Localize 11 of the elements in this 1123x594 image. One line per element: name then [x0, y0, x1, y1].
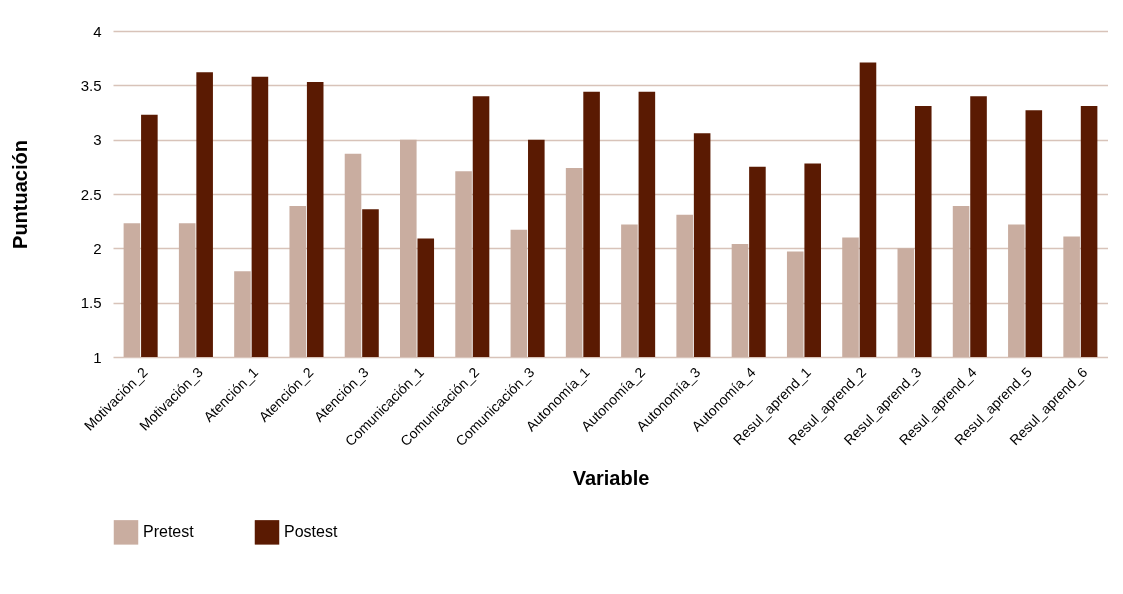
- y-tick-label: 1.5: [80, 294, 102, 312]
- legend-label: Postest: [284, 523, 338, 541]
- y-axis-title: Puntuación: [8, 140, 31, 249]
- y-tick-label: 4: [93, 22, 102, 40]
- y-tick-label: 2: [93, 239, 102, 257]
- y-tick-label: 2.5: [80, 185, 102, 203]
- legend-label: Pretest: [143, 523, 195, 541]
- y-tick-label: 3: [93, 131, 102, 149]
- y-tick-label: 1: [93, 348, 102, 366]
- x-axis-title: Variable: [572, 467, 650, 490]
- y-tick-label: 3.5: [80, 76, 102, 94]
